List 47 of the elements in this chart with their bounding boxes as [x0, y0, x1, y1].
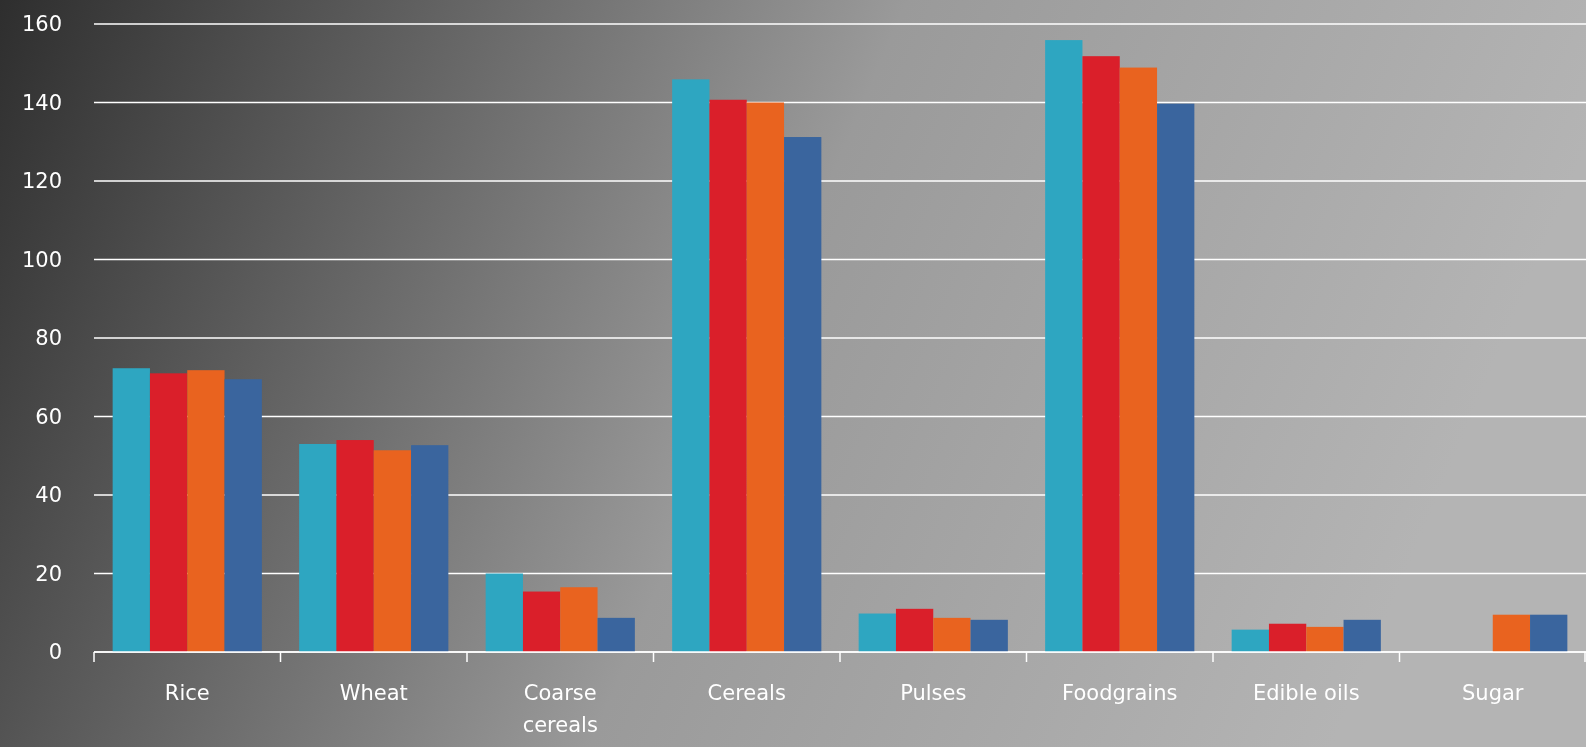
bar — [970, 619, 1008, 652]
bar — [1268, 623, 1307, 652]
bar — [411, 445, 449, 652]
bar — [1082, 56, 1120, 652]
y-tick-label: 120 — [21, 169, 62, 194]
bar — [933, 617, 971, 652]
bar — [709, 99, 747, 652]
x-tick-label: Edible oils — [1252, 681, 1360, 705]
bar — [1231, 629, 1269, 652]
x-tick-label: Foodgrains — [1062, 681, 1178, 705]
bar — [187, 370, 225, 652]
bar — [1492, 614, 1531, 652]
bar — [1343, 619, 1381, 652]
y-tick-label: 20 — [35, 561, 62, 586]
bar — [224, 379, 262, 652]
x-tick-label: Cereals — [707, 681, 786, 705]
bar — [895, 608, 934, 652]
bar — [485, 573, 523, 652]
bar — [784, 137, 822, 652]
y-tick-label: 40 — [35, 483, 62, 508]
x-tick-label: Wheat — [339, 681, 408, 705]
bar — [336, 440, 374, 652]
bar — [299, 443, 337, 652]
bar — [1045, 40, 1083, 652]
bar — [1119, 67, 1158, 652]
bar — [1157, 103, 1195, 652]
bar — [1530, 614, 1568, 652]
bar — [746, 102, 785, 652]
y-tick-label: 100 — [21, 247, 62, 272]
bar — [149, 373, 188, 652]
bar — [373, 450, 412, 652]
x-tick-label: Coarse cereals — [522, 681, 598, 737]
y-tick-label: 160 — [21, 12, 62, 37]
y-tick-label: 60 — [35, 404, 62, 429]
bar — [858, 613, 896, 652]
bar — [1306, 626, 1344, 652]
bar — [560, 587, 598, 652]
y-tick-label: 140 — [21, 90, 62, 115]
x-tick-label: Rice — [164, 681, 210, 705]
bar — [112, 368, 150, 652]
y-tick-label: 0 — [48, 640, 62, 665]
x-tick-label: Sugar — [1462, 681, 1524, 705]
bar — [522, 591, 561, 652]
bar — [597, 617, 635, 652]
y-tick-label: 80 — [35, 326, 62, 351]
x-tick-label: Pulses — [900, 681, 967, 705]
bar — [672, 79, 710, 652]
